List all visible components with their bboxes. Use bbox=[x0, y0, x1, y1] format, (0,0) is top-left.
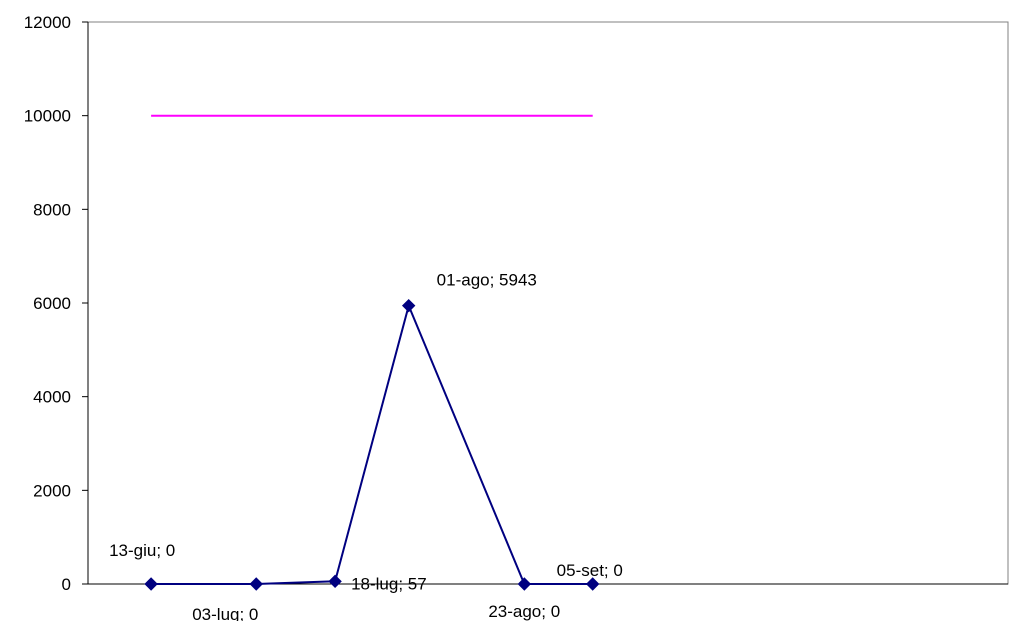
data-label: 03-lug; 0 bbox=[192, 605, 258, 621]
plot-area bbox=[87, 21, 1009, 585]
data-point-marker bbox=[144, 577, 158, 591]
data-labels: 13-giu; 0 03-lug; 0 18-lug; 57 01-ago; 5943… bbox=[109, 271, 623, 621]
data-label: 23-ago; 0 bbox=[488, 602, 560, 621]
y-tick-label: 10000 bbox=[24, 107, 71, 126]
data-point-marker bbox=[517, 577, 532, 591]
series-layer bbox=[144, 114, 600, 591]
data-point-marker bbox=[328, 574, 342, 589]
data-point-marker bbox=[249, 577, 263, 591]
y-tick-label: 8000 bbox=[33, 200, 71, 219]
data-label: 05-set; 0 bbox=[557, 561, 623, 580]
series-line-0 bbox=[151, 302, 593, 585]
y-tick-label: 0 bbox=[62, 575, 71, 594]
data-label: 18-lug; 57 bbox=[351, 574, 427, 593]
data-label: 13-giu; 0 bbox=[109, 541, 175, 560]
y-tick-label: 2000 bbox=[33, 481, 71, 500]
y-tick-label: 12000 bbox=[24, 13, 71, 32]
y-axis-ticks: 0 2000 4000 6000 8000 10000 12000 bbox=[24, 13, 88, 594]
data-label: 01-ago; 5943 bbox=[437, 271, 537, 290]
y-tick-label: 6000 bbox=[33, 294, 71, 313]
y-tick-label: 4000 bbox=[33, 388, 71, 407]
data-point-marker bbox=[401, 298, 416, 313]
data-point-marker bbox=[585, 577, 600, 591]
